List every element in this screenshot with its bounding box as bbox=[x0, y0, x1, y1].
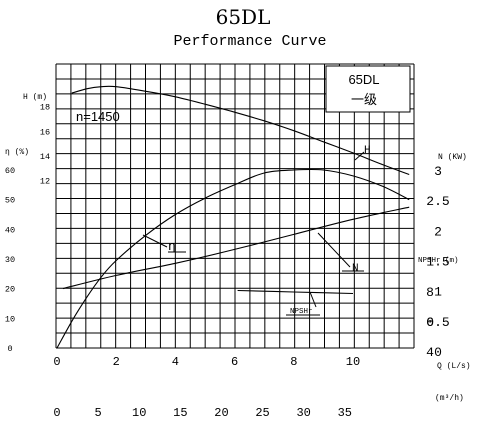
eff-tick-label: 30 bbox=[5, 255, 15, 265]
power-axis-label: N (KW) bbox=[438, 153, 467, 162]
npshr-curve bbox=[237, 289, 354, 295]
x2-tick-label: 10 bbox=[132, 406, 146, 420]
head-tick-label: 18 bbox=[40, 103, 50, 113]
series-label-power: N bbox=[352, 263, 359, 275]
series-label-head: H bbox=[364, 145, 371, 157]
grid bbox=[55, 63, 415, 349]
series-label-npsh: NPSHr bbox=[290, 308, 313, 316]
legend-model: 65DL bbox=[348, 72, 379, 87]
x2-tick-label: 5 bbox=[95, 406, 102, 420]
eff-leader-line bbox=[142, 234, 168, 248]
power-tick-label: 1 bbox=[434, 285, 442, 300]
series-label-eff: η bbox=[168, 239, 176, 254]
x2-tick-label: 25 bbox=[255, 406, 269, 420]
x-tick-label: 4 bbox=[172, 355, 179, 369]
power-tick-label: 3 bbox=[434, 164, 442, 179]
npsh-tick-label: 8 bbox=[426, 285, 434, 300]
eff-axis-label: η (%) bbox=[5, 148, 29, 157]
x-tick-label: 10 bbox=[346, 355, 360, 369]
eff-tick-label: 0 bbox=[7, 344, 12, 354]
x-tick-label: 6 bbox=[231, 355, 238, 369]
eff-tick-label: 20 bbox=[5, 285, 15, 295]
power-tick-label: 2.5 bbox=[426, 194, 449, 209]
x-tick-label: 0 bbox=[53, 355, 60, 369]
power-curve bbox=[62, 206, 410, 290]
x-tick-label: 2 bbox=[113, 355, 120, 369]
power-tick-label: 0 bbox=[434, 345, 442, 360]
npsh-leader-line bbox=[309, 291, 317, 308]
head-axis-label: H (m) bbox=[23, 93, 47, 102]
legend-stage: 一级 bbox=[351, 92, 377, 107]
head-leader-line bbox=[354, 151, 365, 161]
efficiency-curve bbox=[56, 168, 410, 349]
npsh-tick-label: 6 bbox=[426, 315, 434, 330]
legend-box: 65DL 一级 bbox=[325, 65, 411, 113]
eff-tick-label: 40 bbox=[5, 225, 15, 235]
x2-tick-label: 20 bbox=[214, 406, 228, 420]
x-axis-label: Q (L/s) bbox=[437, 362, 471, 371]
speed-label: n=1450 bbox=[76, 109, 120, 124]
power-tick-label: 2 bbox=[434, 224, 442, 239]
power-tick-label: 1.5 bbox=[426, 255, 449, 270]
tick-labels: 0 2 4 6 8 100 5 10 15 20 25 30 351214161801020304050… bbox=[5, 103, 450, 420]
power-leader-line bbox=[317, 232, 351, 268]
x2-tick-label: 0 bbox=[53, 406, 60, 420]
head-tick-label: 16 bbox=[40, 127, 50, 137]
head-tick-label: 12 bbox=[40, 177, 50, 187]
curves bbox=[56, 85, 410, 349]
x2-tick-label: 30 bbox=[296, 406, 310, 420]
x2-tick-label: 15 bbox=[173, 406, 187, 420]
head-curve bbox=[71, 85, 410, 176]
chart-subtitle: Performance Curve bbox=[173, 33, 326, 50]
npsh-axis-label: NPSHr (m) bbox=[418, 257, 459, 265]
legend-box-frame bbox=[325, 65, 411, 113]
eff-tick-label: 60 bbox=[5, 166, 15, 176]
x2-axis-label: (m³/h) bbox=[435, 394, 464, 403]
head-tick-label: 14 bbox=[40, 152, 50, 162]
eff-tick-label: 10 bbox=[5, 314, 15, 324]
power-tick-label: 0.5 bbox=[426, 315, 449, 330]
x-tick-label: 8 bbox=[290, 355, 297, 369]
chart-title: 65DL bbox=[216, 5, 271, 29]
x2-tick-label: 35 bbox=[338, 406, 352, 420]
npsh-tick-label: 4 bbox=[426, 345, 434, 360]
eff-tick-label: 50 bbox=[5, 196, 15, 206]
